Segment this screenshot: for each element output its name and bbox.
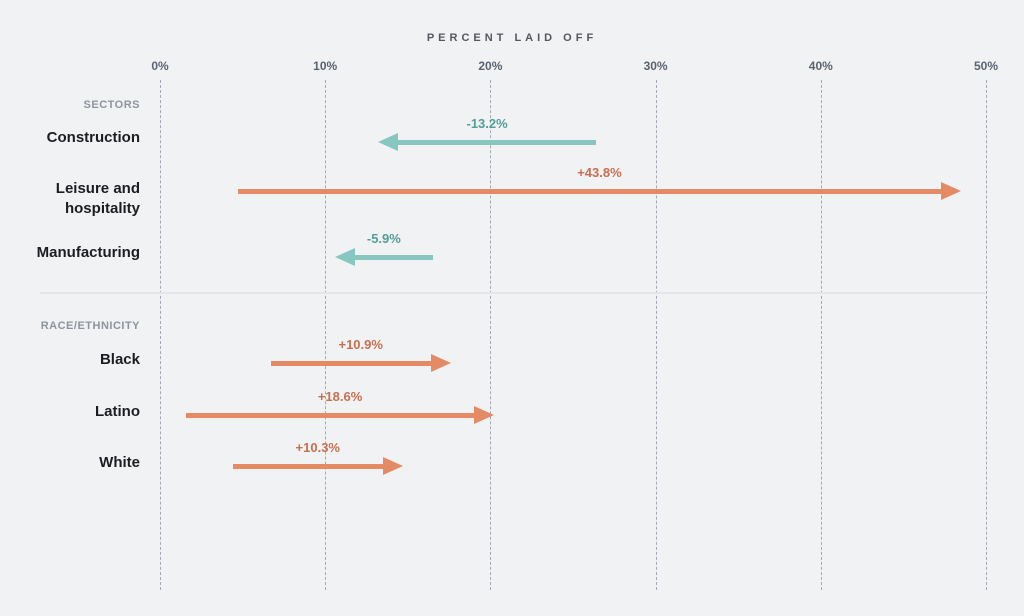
gridline [986,80,987,590]
value-label: +10.9% [338,337,383,352]
row-label: Black [99,351,140,368]
arrow-head [473,406,494,424]
x-tick: 40% [808,59,833,73]
value-label: +43.8% [577,165,622,180]
value-label: -5.9% [366,231,401,246]
x-tick: 50% [973,59,999,73]
arrow-shaft [237,189,944,194]
arrow-head [378,133,399,151]
row-label: Latino [95,403,140,420]
arrow-shaft [270,361,433,366]
gridline [820,80,822,590]
chart-title: PERCENT LAID OFF [426,32,598,44]
x-tick: 30% [643,59,668,73]
gridline [490,80,492,590]
row-label: White [99,454,140,471]
arrow-shaft [396,140,597,145]
x-tick: 10% [313,59,338,73]
row-label: Leisure and hospitality [55,180,140,217]
gridline [325,80,327,590]
x-tick: 0% [151,59,169,73]
x-tick: 20% [478,59,503,73]
value-label: +18.6% [317,389,363,404]
arrow-head [335,248,356,266]
arrow-head [941,182,962,200]
section-divider [40,292,985,294]
group-label: RACE/ETHNICITY [40,320,140,332]
row-label: Manufacturing [36,244,140,261]
value-label: +10.3% [295,440,340,455]
gridline [655,80,657,590]
arrow-shaft [232,464,385,469]
arrow-head [382,457,403,475]
arrow-shaft [186,413,476,418]
row-label: Construction [46,129,140,146]
arrow-head [430,354,451,372]
gridline [160,80,161,590]
group-label: SECTORS [83,99,140,111]
arrow-shaft [353,255,433,260]
value-label: -13.2% [466,116,508,131]
